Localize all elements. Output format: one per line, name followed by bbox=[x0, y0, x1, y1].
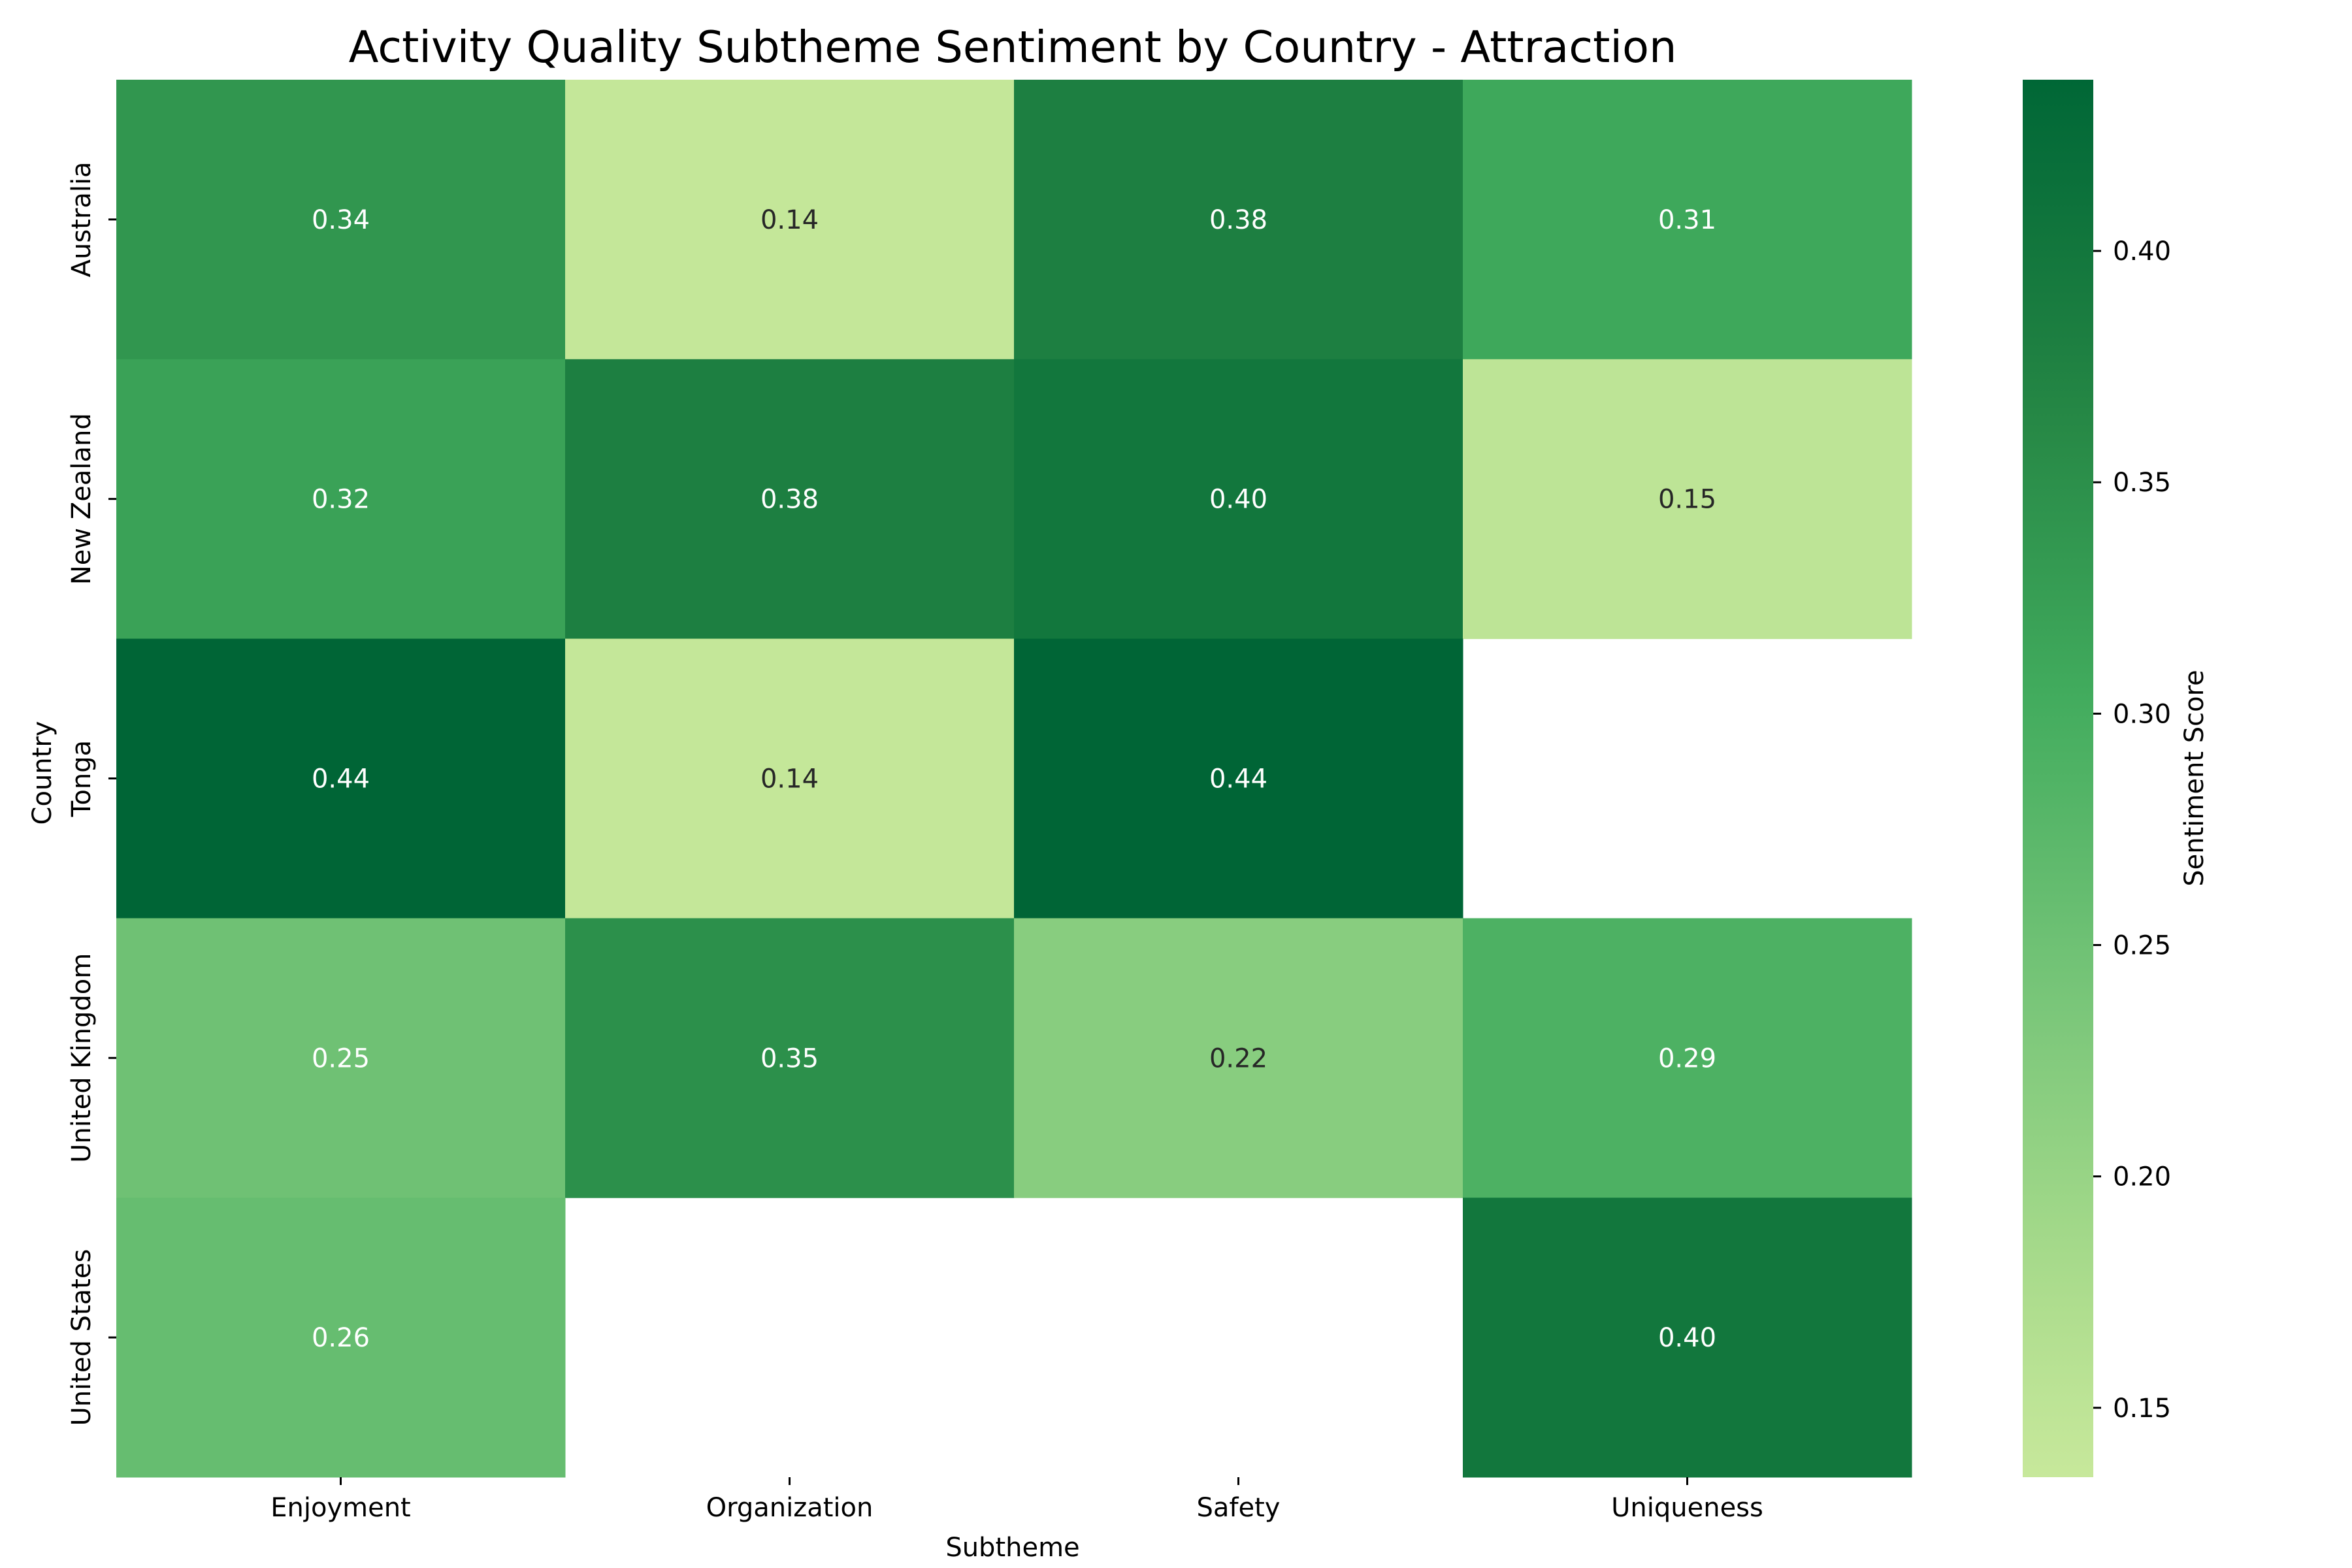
x-tick-label: Safety bbox=[1197, 1493, 1281, 1523]
heatmap-cell bbox=[116, 80, 566, 360]
y-tick-label: New Zealand bbox=[67, 413, 97, 585]
heatmap-cell bbox=[565, 918, 1015, 1198]
y-axis: Australia New Zealand Tonga United Kingdom U… bbox=[67, 161, 116, 1426]
cell-value-label: 0.38 bbox=[760, 485, 819, 515]
x-tick-label: Enjoyment bbox=[270, 1493, 411, 1523]
chart-title: Activity Quality Subtheme Sentiment by C… bbox=[349, 22, 1677, 73]
y-tick-label: United States bbox=[67, 1249, 97, 1426]
cell-value-label: 0.26 bbox=[312, 1323, 370, 1353]
colorbar-tick-label: 0.30 bbox=[2113, 699, 2171, 729]
heatmap-cell bbox=[1014, 359, 1463, 640]
cell-value-label: 0.29 bbox=[1658, 1043, 1716, 1073]
heatmap-cell bbox=[1014, 918, 1463, 1198]
x-axis-label: Subtheme bbox=[945, 1533, 1079, 1563]
colorbar-tick-label: 0.20 bbox=[2113, 1162, 2171, 1192]
cell-value-label: 0.15 bbox=[1658, 485, 1716, 515]
colorbar: 0.15 0.20 0.25 0.30 0.35 0.40 bbox=[2023, 80, 2171, 1477]
cell-value-label: 0.34 bbox=[312, 205, 370, 235]
x-tick-label: Uniqueness bbox=[1611, 1493, 1763, 1523]
y-axis-label: Country bbox=[27, 721, 57, 825]
heatmap-cell bbox=[1014, 80, 1463, 360]
cell-value-label: 0.25 bbox=[312, 1043, 370, 1073]
heatmap-cell bbox=[116, 359, 566, 640]
cell-value-label: 0.32 bbox=[312, 485, 370, 515]
cell-value-label: 0.44 bbox=[312, 764, 370, 794]
cell-value-label: 0.31 bbox=[1658, 205, 1716, 235]
cell-value-label: 0.35 bbox=[760, 1043, 819, 1073]
heatmap-cell bbox=[565, 359, 1015, 640]
colorbar-gradient bbox=[2023, 80, 2093, 1477]
colorbar-tick-label: 0.35 bbox=[2113, 468, 2171, 498]
cell-value-label: 0.44 bbox=[1209, 764, 1267, 794]
heatmap-cell bbox=[1014, 638, 1463, 919]
heatmap-cell bbox=[565, 638, 1015, 919]
colorbar-tick-label: 0.25 bbox=[2113, 930, 2171, 960]
heatmap-cell bbox=[1463, 918, 1912, 1198]
heatmap-cell bbox=[116, 1198, 566, 1478]
heatmap-cell bbox=[1463, 1198, 1912, 1478]
heatmap-cell bbox=[1463, 359, 1912, 640]
heatmap-cell bbox=[1463, 80, 1912, 360]
y-tick-label: United Kingdom bbox=[67, 953, 97, 1163]
cell-value-label: 0.40 bbox=[1209, 485, 1267, 515]
y-tick-label: Australia bbox=[67, 161, 97, 277]
cell-value-label: 0.14 bbox=[760, 205, 819, 235]
x-axis: Enjoyment Organization Safety Uniqueness bbox=[270, 1477, 1763, 1523]
colorbar-tick-label: 0.40 bbox=[2113, 237, 2171, 267]
heatmap-cells: 0.34 0.14 0.38 0.31 0.32 0.38 0.40 0.15 0.44 0.14… bbox=[116, 80, 1912, 1478]
y-tick-label: Tonga bbox=[67, 740, 97, 817]
cell-value-label: 0.40 bbox=[1658, 1323, 1716, 1353]
colorbar-label: Sentiment Score bbox=[2180, 670, 2210, 887]
x-tick-label: Organization bbox=[706, 1493, 874, 1523]
heatmap-cell bbox=[116, 638, 566, 919]
cell-value-label: 0.14 bbox=[760, 764, 819, 794]
cell-value-label: 0.22 bbox=[1209, 1043, 1267, 1073]
cell-value-label: 0.38 bbox=[1209, 205, 1267, 235]
colorbar-tick-label: 0.15 bbox=[2113, 1394, 2171, 1424]
heatmap-cell bbox=[116, 918, 566, 1198]
heatmap-cell bbox=[565, 80, 1015, 360]
